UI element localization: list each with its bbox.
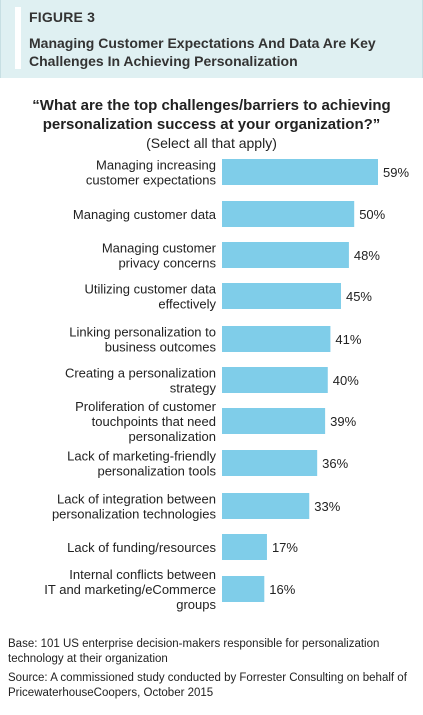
survey-question: “What are the top challenges/barriers to…	[32, 97, 391, 133]
category-label-line: Lack of integration between	[57, 492, 216, 507]
bar-3	[222, 242, 349, 268]
category-label-line: Managing increasing	[96, 158, 216, 173]
category-label-line: Managing customer data	[73, 207, 217, 222]
figure-header: FIGURE 3 Managing Customer Expectations …	[0, 0, 423, 78]
category-label-line: effectively	[158, 297, 216, 312]
category-label-5: Linking personalization to business outco…	[69, 325, 216, 355]
category-label-line: Linking personalization to	[69, 325, 216, 340]
category-label-11: Internal conflicts between IT and marketi…	[44, 567, 216, 612]
category-label-10: Lack of funding/resources	[67, 540, 216, 555]
category-label-line: Internal conflicts between	[69, 567, 216, 582]
bar-4	[222, 283, 341, 309]
category-label-line: Proliferation of customer	[75, 399, 217, 414]
category-label-6: Creating a personalization strategy	[65, 366, 217, 396]
category-label-line: Managing customer	[102, 241, 217, 256]
value-label-9: 33%	[314, 499, 340, 514]
category-label-2: Managing customer data	[73, 207, 217, 222]
value-label-5: 41%	[335, 332, 361, 347]
category-label-line: privacy concerns	[118, 256, 216, 271]
value-label-3: 48%	[354, 248, 380, 263]
category-label-line: IT and marketing/eCommerce	[44, 582, 216, 597]
bar-8	[222, 450, 318, 476]
value-label-6: 40%	[333, 373, 359, 388]
bar-chart: 59% Managing increasing customer expectati…	[44, 158, 409, 613]
bar-5	[222, 326, 331, 352]
bar-6	[222, 367, 328, 393]
bar-9	[222, 493, 310, 519]
bar-1	[222, 159, 378, 185]
category-label-line: personalization tools	[97, 464, 216, 479]
category-label-line: customer expectations	[86, 173, 217, 188]
category-label-9: Lack of integration between personalizati…	[52, 492, 217, 522]
bar-10	[222, 534, 267, 560]
value-label-1: 59%	[383, 165, 409, 180]
figure-title: Managing Customer Expectations And Data …	[29, 35, 376, 69]
category-label-4: Utilizing customer data effectively	[85, 282, 217, 312]
value-label-7: 39%	[330, 414, 356, 429]
category-label-line: personalization technologies	[52, 507, 217, 522]
category-label-line: Lack of marketing-friendly	[67, 449, 216, 464]
category-label-8: Lack of marketing-friendly personalizatio…	[67, 449, 216, 479]
value-label-2: 50%	[359, 207, 385, 222]
category-label-line: groups	[176, 597, 216, 612]
category-label-line: personalization	[129, 429, 216, 444]
footnote-source: Source: A commissioned study conducted b…	[8, 672, 407, 699]
bar-11	[222, 576, 265, 602]
bar-7	[222, 408, 326, 434]
category-label-line: Creating a personalization	[65, 366, 216, 381]
category-label-line: strategy	[170, 381, 217, 396]
category-label-3: Managing customer privacy concerns	[102, 241, 217, 271]
value-label-8: 36%	[322, 456, 348, 471]
question-note: (Select all that apply)	[146, 135, 277, 151]
category-label-line: Lack of funding/resources	[67, 540, 216, 555]
value-label-10: 17%	[272, 540, 298, 555]
footnote-base: Base: 101 US enterprise decision-makers …	[8, 638, 380, 665]
category-label-line: business outcomes	[105, 340, 217, 355]
value-label-11: 16%	[269, 582, 295, 597]
value-label-4: 45%	[346, 289, 372, 304]
figure-label: FIGURE 3	[29, 9, 96, 25]
header-accent-bar	[15, 7, 21, 69]
category-label-line: touchpoints that need	[92, 414, 216, 429]
category-label-7: Proliferation of customer touchpoints tha…	[75, 399, 217, 444]
category-label-line: Utilizing customer data	[85, 282, 217, 297]
category-label-1: Managing increasing customer expectations	[86, 158, 217, 188]
bar-2	[222, 201, 355, 227]
